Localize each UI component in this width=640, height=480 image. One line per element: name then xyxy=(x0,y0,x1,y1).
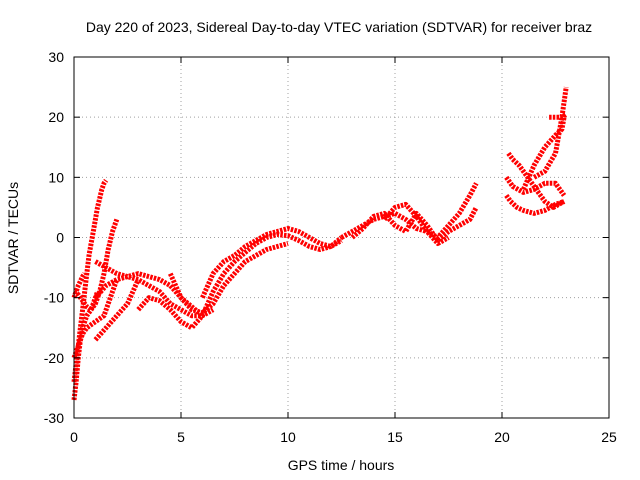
y-tick-label: 20 xyxy=(48,109,64,125)
series-arc-17 xyxy=(504,175,567,197)
series-arc-7 xyxy=(93,274,215,319)
series-arc-16 xyxy=(504,193,565,216)
y-tick-label: -20 xyxy=(44,350,64,366)
series-arc-20 xyxy=(549,112,568,120)
y-tick-label: 30 xyxy=(48,49,64,65)
x-tick-label: 0 xyxy=(70,429,78,445)
chart-title: Day 220 of 2023, Sidereal Day-to-day VTE… xyxy=(86,19,592,35)
series-arc-8 xyxy=(93,278,141,342)
y-tick-label: 10 xyxy=(48,169,64,185)
series-arc-4 xyxy=(71,272,87,299)
y-tick-label: -10 xyxy=(44,290,64,306)
series-arc-9 xyxy=(136,232,344,331)
x-tick-label: 10 xyxy=(280,429,296,445)
series-arc-3 xyxy=(71,278,120,359)
y-axis-label: SDTVAR / TECUs xyxy=(5,182,21,294)
series-arc-19 xyxy=(532,86,569,180)
x-axis-label: GPS time / hours xyxy=(288,457,395,473)
x-tick-label: 25 xyxy=(601,429,617,445)
y-tick-label: -30 xyxy=(44,410,64,426)
data-series xyxy=(71,86,569,401)
series-arc-11 xyxy=(200,226,343,299)
axis-ticks: 0 5 10 15 20 25 -30 -20 -10 0 10 20 30 xyxy=(44,49,617,445)
series-arc-2 xyxy=(71,218,120,401)
series-arc-10 xyxy=(168,241,289,316)
y-tick-label: 0 xyxy=(56,230,64,246)
grid-lines xyxy=(74,57,609,418)
series-arc-14 xyxy=(382,201,450,246)
x-tick-label: 5 xyxy=(177,429,185,445)
x-tick-label: 20 xyxy=(494,429,510,445)
series-arc-15 xyxy=(506,151,566,210)
x-tick-label: 15 xyxy=(387,429,403,445)
